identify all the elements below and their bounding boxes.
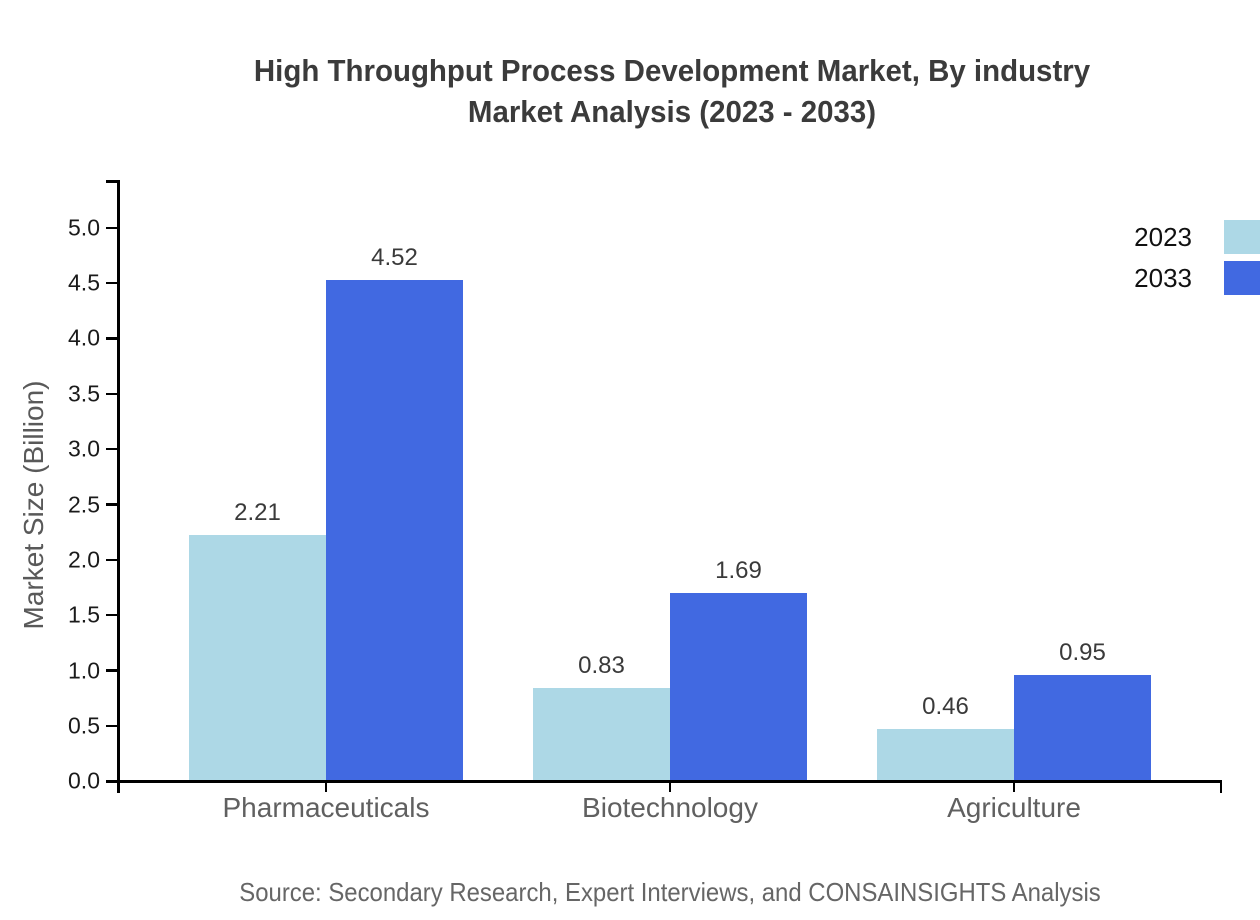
y-tick [106,613,118,617]
y-tick-label: 1.5 [68,601,100,628]
category-label-pharmaceuticals: Pharmaceuticals [222,792,430,823]
source-note: Source: Secondary Research, Expert Inter… [239,877,1101,907]
bar-value-label: 1.69 [715,556,762,584]
y-tick-label: 2.5 [68,491,100,517]
y-tick-label: 3.5 [68,380,100,407]
legend-swatch-2033 [1224,261,1260,295]
legend-label-2023: 2023 [1134,221,1192,252]
x-tick [1012,780,1016,792]
bar-value-label: 0.95 [1059,638,1106,666]
y-tick-label: 0.5 [68,712,100,739]
y-tick [106,447,118,451]
category-label-agriculture: Agriculture [947,792,1081,823]
chart-title-line2: Market Analysis (2023 - 2033) [467,94,877,129]
y-tick [106,226,118,229]
legend-swatch-2023 [1224,220,1260,254]
y-tick [106,337,118,340]
y-tick-label: 4.5 [68,269,100,296]
x-tick [324,780,328,792]
y-tick [106,281,118,285]
y-tick [106,503,118,506]
y-tick-label: 1.0 [68,657,100,684]
y-tick [106,558,118,562]
y-tick [106,669,118,672]
category-label-biotechnology: Biotechnology [582,792,758,823]
bar-biotechnology-2033 [670,592,807,780]
bar-value-label: 0.83 [578,652,625,680]
y-tick [106,780,118,783]
chart-title: High Throughput Process Development Mark… [113,50,1230,132]
bar-value-label: 2.21 [234,499,281,527]
bar-biotechnology-2023 [533,688,670,780]
y-tick-label: 5.0 [68,214,100,241]
x-tick [668,780,672,792]
bar-agriculture-2033 [1014,674,1151,780]
y-tick-label: 3.0 [68,435,100,462]
y-tick [106,392,118,396]
y-axis-line [117,180,120,793]
y-tick-label: 4.0 [68,324,100,351]
y-tick-label: 0.0 [68,767,100,794]
bar-value-label: 0.46 [922,693,969,721]
legend: 2023 2033 [1134,220,1260,302]
bar-pharmaceuticals-2023 [189,535,326,780]
legend-item-2033: 2033 [1134,261,1260,295]
bar-pharmaceuticals-2033 [326,279,463,780]
y-tick [106,724,118,728]
y-tick-label: 2.0 [68,546,100,573]
chart-title-line1: High Throughput Process Development Mark… [253,53,1091,88]
legend-label-2033: 2033 [1134,262,1192,293]
bar-value-label: 4.52 [371,243,418,271]
x-axis-end-cap [1219,780,1222,793]
y-axis-top-cap [106,180,119,183]
legend-item-2023: 2023 [1134,220,1260,254]
bar-agriculture-2023 [877,729,1014,780]
